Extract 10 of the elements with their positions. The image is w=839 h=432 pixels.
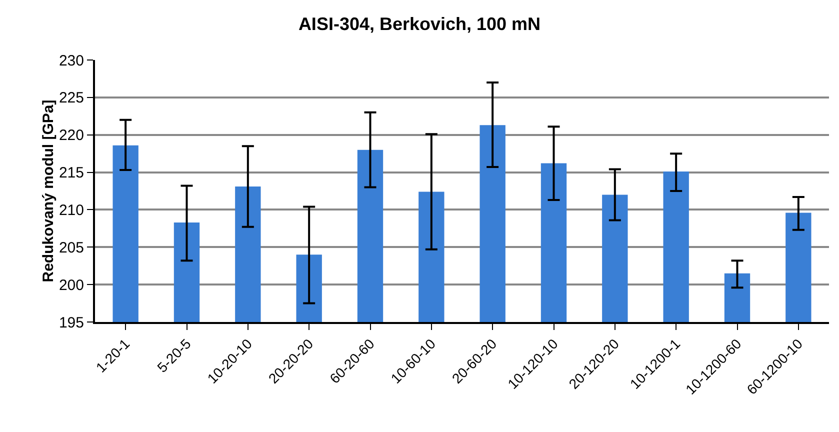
y-tick-label: 210 (58, 202, 84, 219)
chart-title: AISI-304, Berkovich, 100 mN (298, 14, 541, 34)
y-axis-title: Redukovaný modul [GPa] (40, 100, 57, 282)
y-tick-label: 200 (58, 276, 84, 294)
y-tick-label: 195 (58, 314, 84, 332)
y-tick-label: 225 (58, 90, 84, 107)
y-tick-label: 230 (58, 52, 84, 70)
y-tick-label: 205 (58, 239, 84, 256)
y-tick-label: 220 (58, 127, 84, 144)
y-tick-label: 215 (58, 164, 84, 182)
